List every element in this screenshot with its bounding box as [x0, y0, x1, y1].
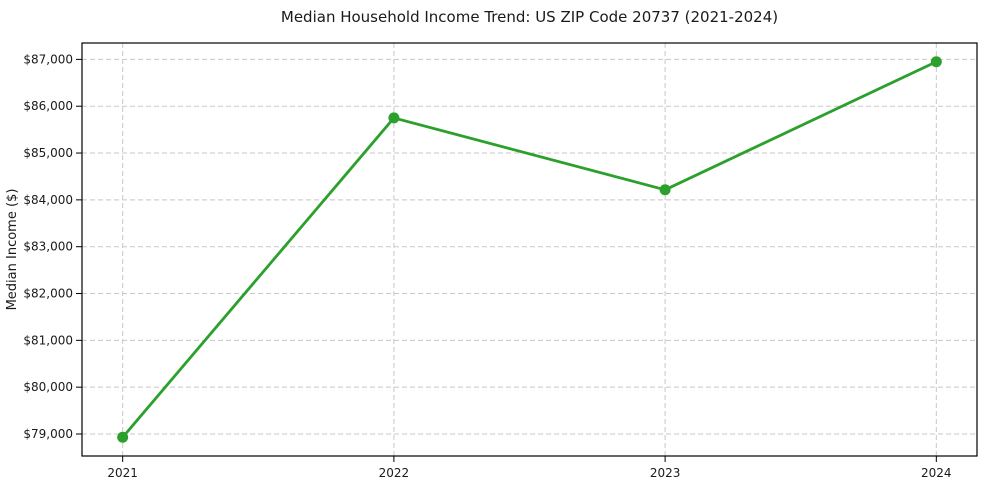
- y-tick-label: $81,000: [23, 333, 73, 347]
- y-tick-label: $82,000: [23, 287, 73, 301]
- x-tick-label: 2024: [921, 466, 952, 480]
- x-tick-label: 2022: [379, 466, 410, 480]
- y-tick-label: $87,000: [23, 52, 73, 66]
- y-tick-label: $86,000: [23, 99, 73, 113]
- plot-border: [81, 42, 978, 457]
- y-tick-label: $84,000: [23, 193, 73, 207]
- data-line: [121, 60, 938, 439]
- data-point: [659, 184, 671, 196]
- x-tick-label: 2021: [107, 466, 138, 480]
- plot-area: $79,000 $80,000 $81,000 $82,000 $83,000 $84,0…: [23, 42, 978, 480]
- y-axis-label: Median Income ($): [5, 189, 20, 311]
- chart-title: Median Household Income Trend: US ZIP Co…: [281, 8, 778, 26]
- data-point: [117, 431, 129, 443]
- data-point: [930, 56, 942, 68]
- data-point: [388, 112, 400, 124]
- y-tick-label: $79,000: [23, 427, 73, 441]
- x-tick-label: 2023: [650, 466, 681, 480]
- y-tick-label: $80,000: [23, 380, 73, 394]
- y-tick-label: $85,000: [23, 146, 73, 160]
- y-tick-label: $83,000: [23, 240, 73, 254]
